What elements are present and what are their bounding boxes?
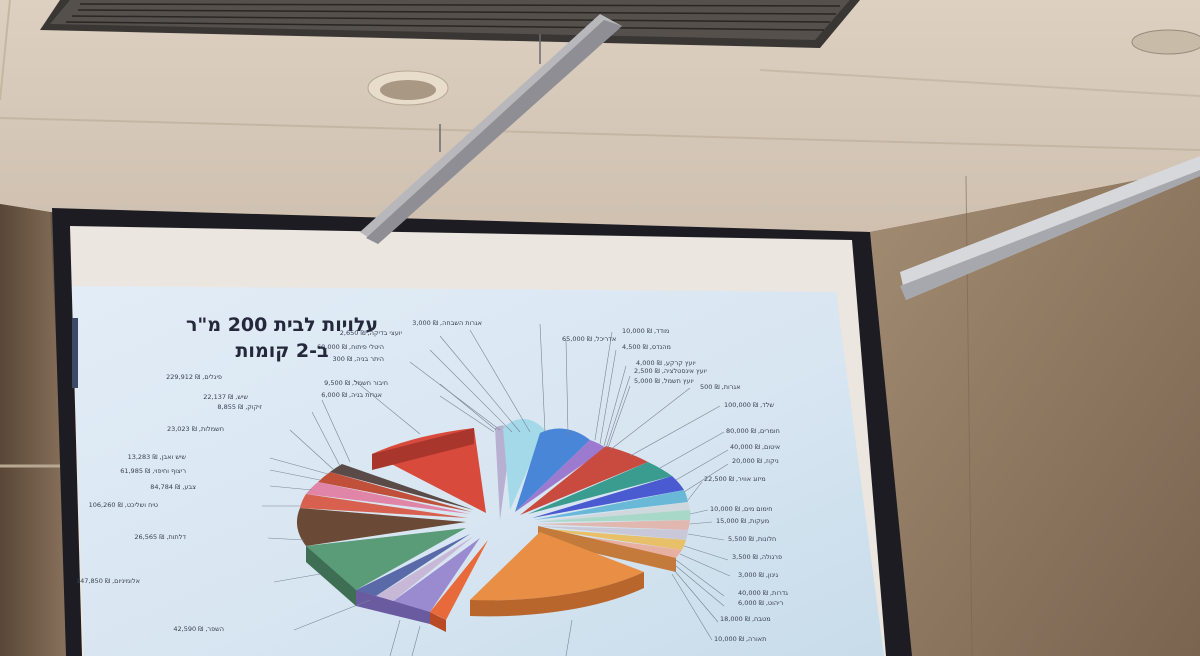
- chart-data-label: 40,000 ₪ ,גדרות: [738, 589, 788, 597]
- chart-data-label: 6,000 ₪ ,ריהוט: [738, 599, 784, 607]
- pie-slice: [503, 419, 545, 510]
- chart-data-label: 3,500 ₪ ,פרגולה: [732, 553, 783, 561]
- chart-data-label: 4,500 ₪ ,מהנדס: [622, 343, 671, 351]
- left-wall: [0, 204, 70, 656]
- pie-slice: [376, 536, 474, 602]
- right-wall: [870, 168, 1200, 656]
- chart-data-label: 84,784 ₪ ,צבע: [150, 483, 196, 491]
- slide-title-line-1: עלויות לבית 200 מ"ר: [185, 314, 379, 336]
- chart-data-label: 3,000 ₪ ,אגרות השבחה: [412, 319, 482, 327]
- chart-data-label: 42,590 ₪ ,השפר: [173, 625, 224, 633]
- chart-data-label: 8,855 ₪ ,זיקוק: [217, 403, 262, 411]
- pie-slice: [536, 526, 688, 540]
- chart-data-label: 9,500 ₪ ,חיבור חשמל: [324, 379, 388, 387]
- pie-slice: [356, 534, 470, 596]
- leader-lines: [262, 323, 731, 656]
- chart-data-label: 65,000 ₪ ,אדריכל: [562, 335, 617, 343]
- chart-data-label: 23,023 ₪ ,חשמלות: [166, 425, 224, 433]
- chart-data-label: 60,000 ₪ ,היטלי פיתוח: [317, 343, 384, 351]
- pie-slice: [520, 446, 648, 515]
- pie-slice: [536, 528, 686, 550]
- slide-title-line-2: ב-2 קומות: [235, 340, 329, 362]
- pie-slice: [300, 494, 468, 518]
- chart-data-label: 4,000 ₪ ,יועץ קרקע: [636, 359, 696, 367]
- chart-data-label: 2,650 ₪ ,יועצי בדיקה: [339, 329, 402, 337]
- chart-data-label: 2,500 ₪ ,יועץ אינסטלציה: [634, 367, 707, 375]
- chart-data-label: 500 ₪ ,אגרות: [700, 383, 741, 391]
- chart-data-label: 10,000 ₪ ,תאורה: [714, 635, 767, 643]
- pie-slice: [470, 532, 644, 601]
- chart-data-label: 300 ₪ ,היתר בניה: [332, 355, 384, 363]
- chart-data-label: 5,000 ₪ ,יועץ חשמל: [634, 377, 694, 385]
- pie-slice: [532, 476, 684, 518]
- pie-slice: [318, 472, 472, 512]
- chart-data-label: 20,000 ₪ ,ניקוז: [732, 457, 779, 465]
- pie-slice: [306, 482, 470, 514]
- chart-data-label: 3,000 ₪ ,גינון: [738, 571, 779, 579]
- pie-slice: [536, 502, 690, 522]
- chart-data-label: 229,912 ₪ ,פיגלים: [166, 373, 222, 381]
- chart-data-label: 106,260 ₪ ,טיח ושליכט: [88, 501, 158, 509]
- pie-slice: [330, 464, 474, 510]
- chart-data-label: 13,283 ₪ ,שיש ואבן: [127, 453, 186, 461]
- pie-slice: [515, 440, 606, 512]
- pie-slice: [430, 540, 488, 620]
- pie-slice: [528, 462, 672, 514]
- pie-slice: [297, 508, 466, 546]
- chart-data-label: 10,000 ₪ ,מודד: [622, 327, 670, 335]
- pie-slice: [306, 528, 466, 590]
- pie-slice: [392, 538, 480, 612]
- chart-data-label: 6,000 ₪ ,אגרות בניה: [321, 391, 382, 399]
- ceiling: [0, 0, 1200, 232]
- chart-data-label: 147,850 ₪ ,אלומיניום: [75, 577, 140, 585]
- chart-data-label: 100,000 ₪ ,שלד: [724, 401, 775, 409]
- chart-data-label: 10,000 ₪ ,חימום מים: [710, 505, 773, 513]
- chart-data-label: 40,000 ₪ ,איטום: [730, 443, 781, 451]
- chart-data-label: 5,500 ₪ ,חלונות: [728, 535, 777, 543]
- pie-slice: [534, 490, 688, 520]
- pie-chart: [297, 419, 691, 632]
- pie-slice: [536, 520, 690, 530]
- chart-data-label: 80,000 ₪ ,חומרים: [726, 427, 780, 435]
- chart-data-label: 15,000 ₪ ,מעקות: [716, 517, 770, 525]
- chart-data-label: 22,137 ₪ ,שיש: [203, 393, 248, 401]
- pie-slice: [536, 510, 691, 522]
- slide-title: עלויות לבית 200 מ"ר ב-2 קומות: [182, 312, 382, 364]
- pie-slice: [515, 428, 590, 512]
- chart-data-label: 61,985 ₪ ,ריצוף וחיפוי: [120, 467, 186, 475]
- chart-data-label: 18,000 ₪ ,מטבח: [720, 615, 771, 623]
- chart-data-label: 22,500 ₪ ,מיזוג אוויר: [704, 475, 766, 483]
- chart-data-label: 26,565 ₪ ,דלתות: [134, 533, 186, 541]
